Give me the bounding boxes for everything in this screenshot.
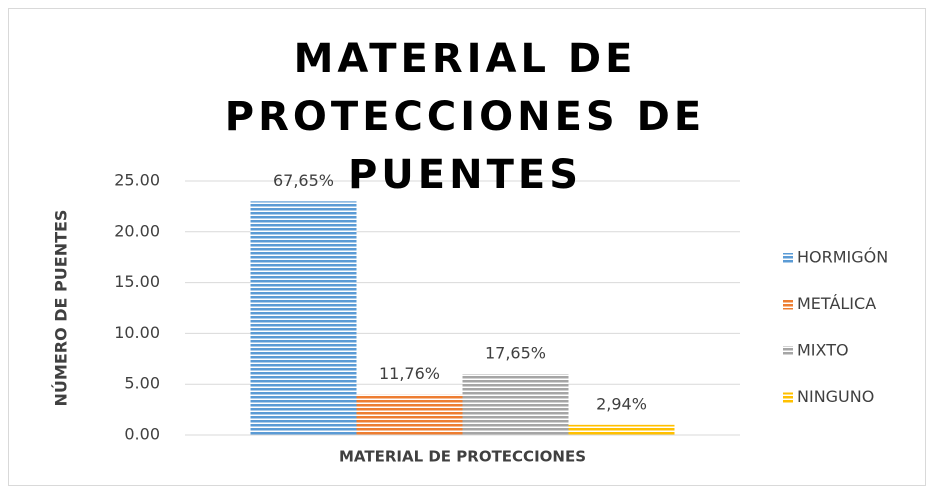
bar — [356, 394, 463, 435]
legend-label: HORMIGÓN — [797, 248, 888, 267]
value-label: 17,65% — [485, 344, 546, 363]
legend-label: NINGUNO — [797, 387, 874, 406]
value-label: 2,94% — [596, 394, 647, 413]
bar — [250, 201, 357, 435]
legend-swatch — [783, 253, 793, 263]
y-tick-label: 15.00 — [114, 272, 160, 291]
y-tick-label: 25.00 — [114, 171, 160, 190]
legend-swatch — [783, 346, 793, 356]
legend-label: MIXTO — [797, 341, 849, 360]
bar — [568, 424, 675, 435]
y-axis-label: NÚMERO DE PUENTES — [52, 210, 71, 407]
y-tick-label: 0.00 — [124, 425, 160, 444]
legend-swatch — [783, 392, 793, 403]
y-tick-label: 5.00 — [124, 374, 160, 393]
legend-label: METÁLICA — [797, 294, 876, 313]
value-label: 11,76% — [379, 364, 440, 383]
value-label: 67,65% — [273, 171, 334, 190]
chart-title: MATERIAL DE PROTECCIONES DE PUENTES — [224, 36, 706, 198]
x-tick-label: MATERIAL DE PROTECCIONES — [339, 448, 586, 466]
y-tick-label: 20.00 — [114, 221, 160, 240]
y-tick-label: 10.00 — [114, 323, 160, 342]
legend-swatch — [783, 299, 793, 310]
bar — [462, 374, 569, 435]
